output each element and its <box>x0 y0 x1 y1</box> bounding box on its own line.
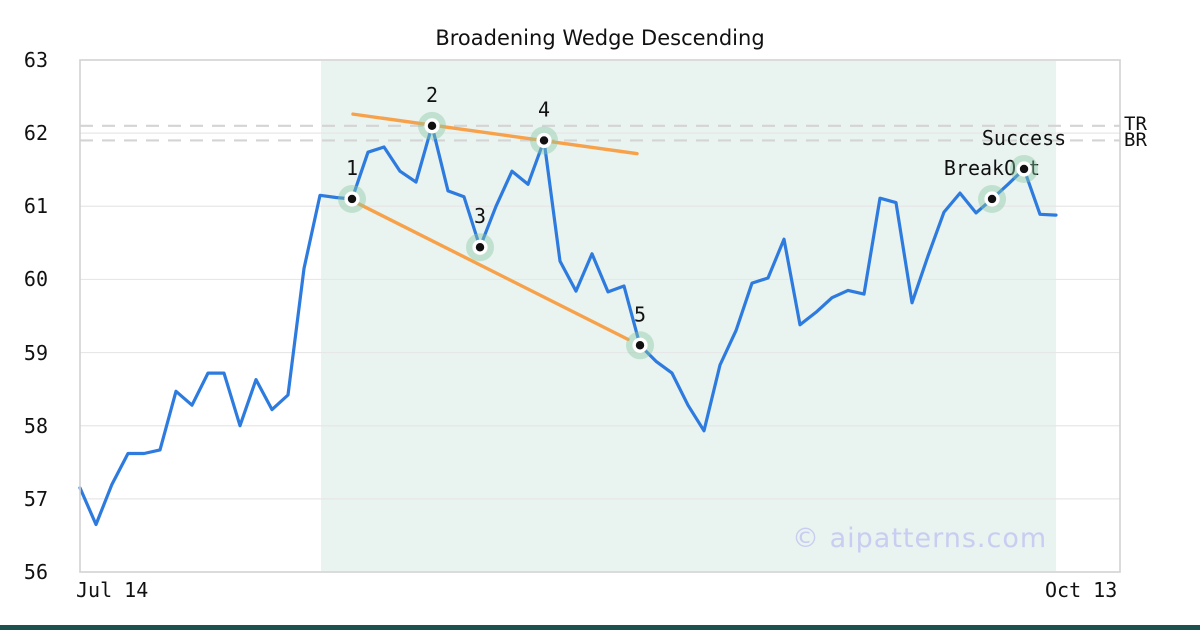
plot-border <box>79 59 1121 573</box>
marker-dot <box>539 136 549 145</box>
y-tick-label: 62 <box>23 121 48 146</box>
annotation-label-4: 4 <box>538 97 550 121</box>
trendline-upper-resistance <box>351 112 639 156</box>
br-level-label: BR <box>1124 129 1147 152</box>
annotation-label-1: 1 <box>346 156 358 180</box>
y-tick-label: 59 <box>23 340 48 365</box>
marker-dot <box>427 121 437 131</box>
watermark: © aipatterns.com <box>792 523 1048 554</box>
x-tick-label: Oct 13 <box>1045 578 1118 602</box>
trendline-lower-support <box>350 198 630 342</box>
y-tick-label: 58 <box>23 413 48 438</box>
annotation-label-5: 5 <box>634 302 646 326</box>
marker-dot <box>475 243 485 252</box>
annotation-label-success: Success <box>982 126 1066 150</box>
chart-title: Broadening Wedge Descending <box>435 26 765 50</box>
pattern-region <box>320 61 1057 571</box>
marker-dot <box>1019 164 1029 174</box>
y-tick-label: 60 <box>23 267 48 292</box>
tr-level-label: TR <box>1124 112 1147 135</box>
marker-dot <box>987 194 997 204</box>
y-tick-label: 63 <box>23 48 48 72</box>
annotation-label-2: 2 <box>426 83 438 107</box>
annotation-label-3: 3 <box>474 204 486 228</box>
y-tick-label: 57 <box>23 486 48 511</box>
x-tick-label: Jul 14 <box>76 578 149 602</box>
marker-dot <box>635 341 645 350</box>
footer-bar <box>0 625 1200 630</box>
y-tick-label: 56 <box>23 560 48 584</box>
marker-dot <box>347 194 357 204</box>
price-line <box>78 124 1058 527</box>
y-tick-label: 61 <box>23 194 48 219</box>
